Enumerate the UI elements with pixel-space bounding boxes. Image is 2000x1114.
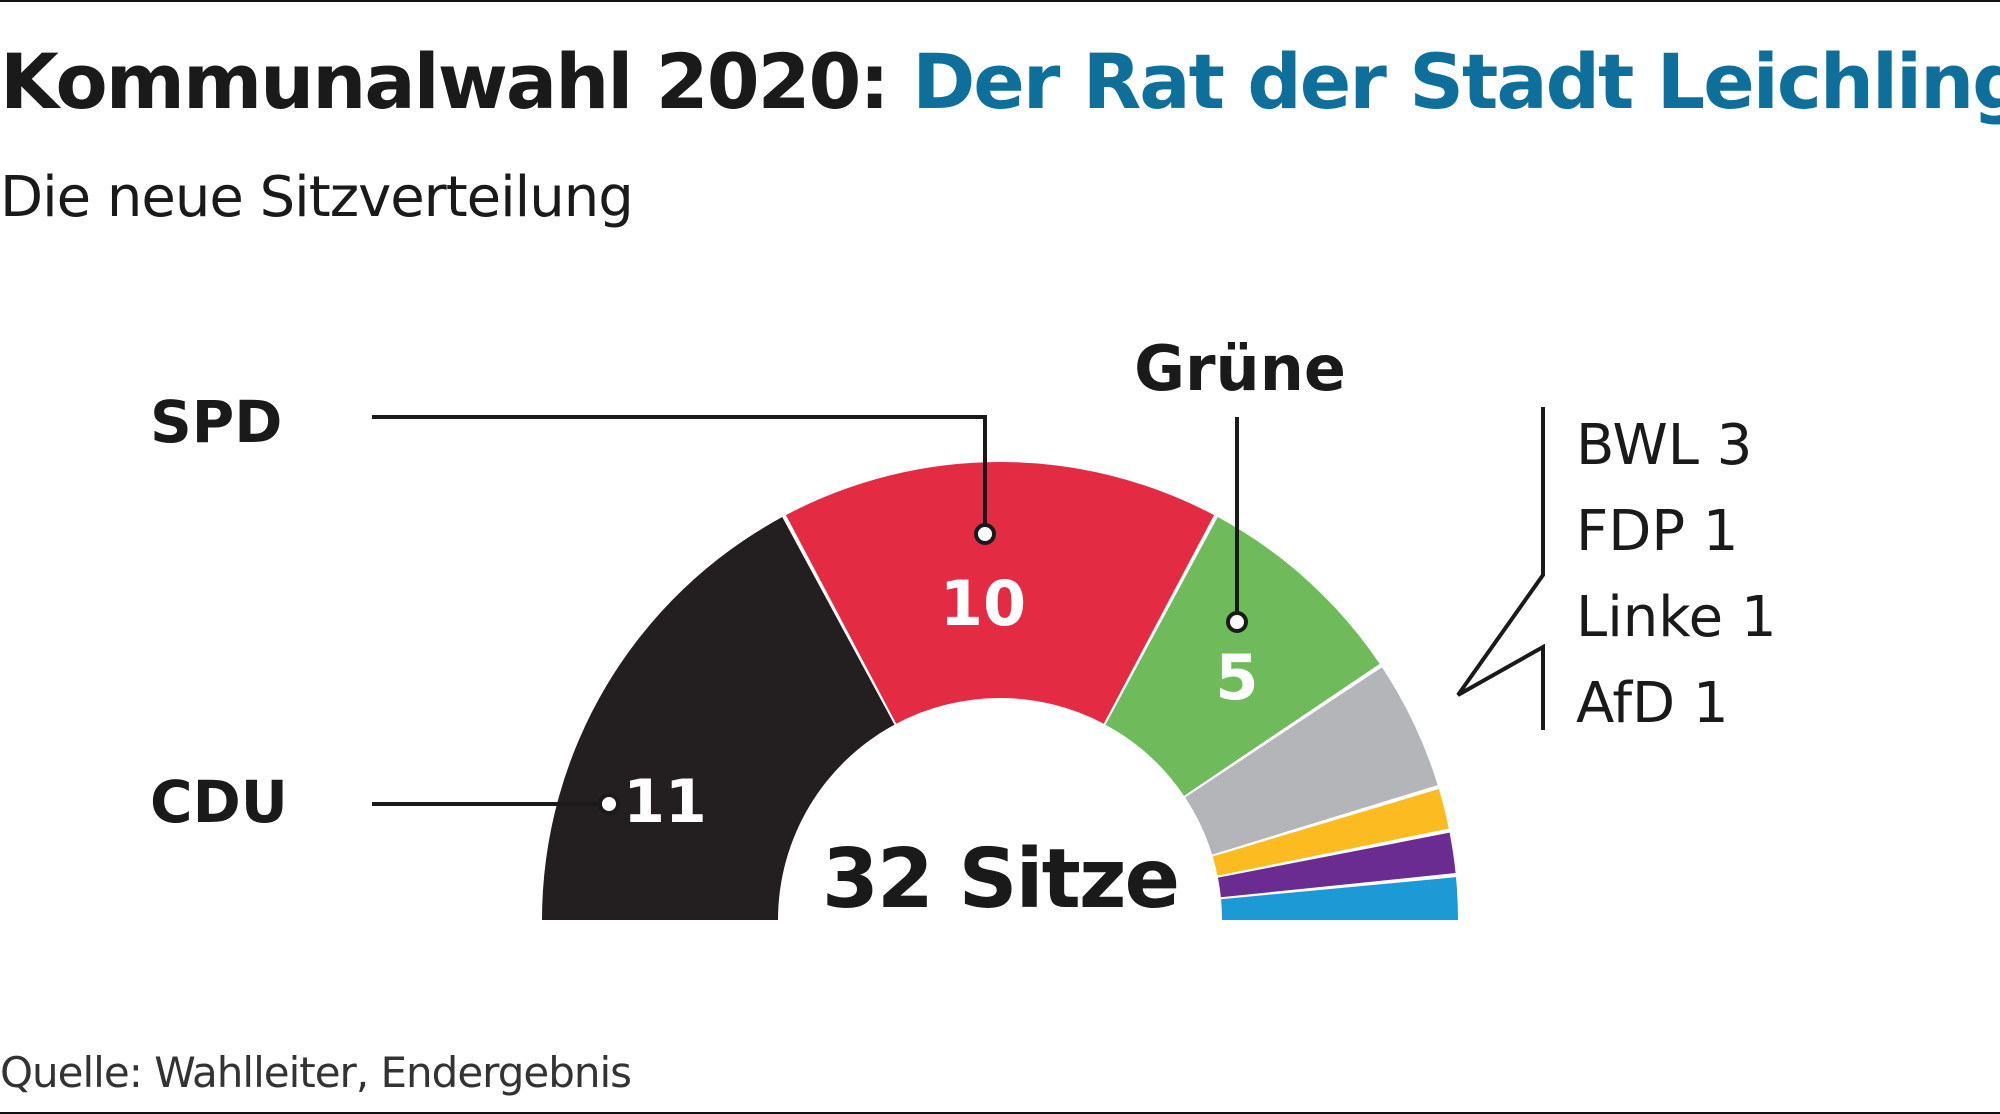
gruene-name-label: Grüne [1134,332,1346,405]
cdu-value-label: 11 [623,767,707,837]
slice-fdp [1212,789,1449,876]
others-bracket [1456,407,1545,730]
source-note: Quelle: Wahlleiter, Endergebnis [0,1048,632,1097]
seat-slices [542,461,1458,920]
others-label-bwl: BWL 3 [1576,413,1752,478]
spd-value-label: 10 [940,567,1026,640]
slice-spd [785,461,1215,724]
title-main: Kommunalwahl 2020: [0,37,890,126]
cdu-leader-dot [598,793,620,815]
cdu-name-label: CDU [150,768,288,836]
spd-leader-dot [974,523,996,545]
slice-afd [1221,877,1458,920]
slice-linke [1217,832,1456,898]
spd-name-label: SPD [150,388,282,456]
spd-leader-line [372,415,987,534]
subtitle: Die neue Sitzverteilung [0,165,634,230]
gruene-leader-dot [1226,611,1248,633]
gruene-value-label: 5 [1215,641,1258,714]
page-title: Kommunalwahl 2020: Der Rat der Stadt Lei… [0,44,2000,120]
total-seats-label: 32 Sitze [822,832,1178,927]
others-label-fdp: FDP 1 [1576,499,1739,564]
slice-cdu [542,517,895,920]
title-accent: Der Rat der Stadt Leichlingen [912,37,2000,126]
others-label-afd: AfD 1 [1576,671,1729,736]
others-label-linke: Linke 1 [1576,585,1777,650]
slice-gruene [1105,517,1380,796]
slice-bwl [1185,667,1438,855]
